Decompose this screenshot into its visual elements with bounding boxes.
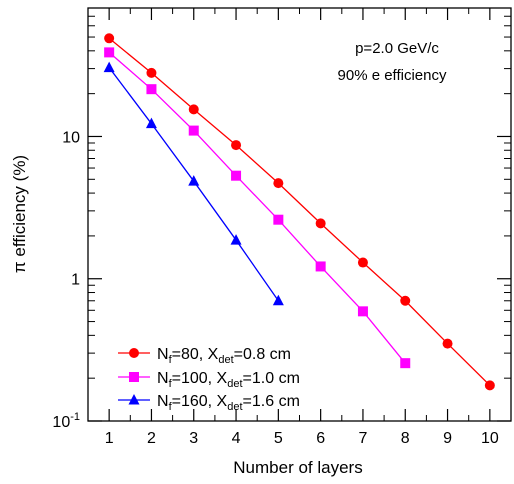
x-tick-label-2: 2 (147, 430, 156, 447)
x-tick-label-10: 10 (481, 430, 499, 447)
x-tick-label-8: 8 (401, 430, 410, 447)
legend-marker-1 (129, 372, 139, 382)
axis-tick-labels: 1 2 3 4 5 6 7 8 9 10 10-1 1 10 (52, 129, 498, 447)
axis-ticks (87, 7, 512, 422)
data-point-0-8 (442, 338, 453, 349)
data-point-1-1 (146, 84, 157, 95)
data-point-0-5 (315, 218, 326, 229)
y-tick-label-2: 10 (62, 129, 80, 146)
y-axis-title: π efficiency (%) (10, 155, 29, 273)
legend-label-1: Nf=100, Xdet=1.0 cm (157, 370, 300, 390)
x-tick-label-6: 6 (316, 430, 325, 447)
annotation-momentum: p=2.0 GeV/c (355, 40, 439, 57)
legend-marker-2 (128, 394, 140, 405)
legend-entry-1: Nf=100, Xdet=1.0 cm (118, 370, 300, 390)
data-point-0-6 (357, 257, 368, 268)
data-point-1-5 (315, 261, 326, 272)
legend-entry-0: Nf=80, Xdet=0.8 cm (118, 346, 291, 366)
series-line-1 (108, 51, 406, 364)
data-point-0-4 (273, 178, 284, 189)
data-point-0-0 (104, 33, 115, 44)
data-point-0-9 (484, 380, 495, 391)
data-point-2-4 (272, 294, 284, 306)
data-point-2-1 (145, 117, 157, 129)
legend-label-0: Nf=80, Xdet=0.8 cm (157, 346, 291, 366)
series-1 (104, 47, 411, 369)
series-layer (103, 33, 495, 391)
y-tick-label-1: 1 (71, 272, 80, 289)
data-point-2-0 (103, 61, 115, 73)
data-point-0-2 (188, 104, 199, 115)
data-point-1-0 (104, 47, 115, 58)
data-point-2-3 (230, 234, 242, 245)
annotation-efficiency: 90% e efficiency (338, 67, 447, 84)
data-point-1-2 (188, 125, 199, 136)
x-tick-label-4: 4 (232, 430, 241, 447)
series-2 (103, 61, 284, 306)
series-0 (104, 33, 495, 391)
x-tick-label-3: 3 (189, 430, 198, 447)
legend-entry-2: Nf=160, Xdet=1.6 cm (118, 393, 300, 413)
x-tick-label-1: 1 (105, 430, 114, 447)
data-point-1-6 (357, 306, 368, 317)
x-tick-label-9: 9 (443, 430, 452, 447)
data-point-1-7 (400, 358, 411, 369)
x-axis-title: Number of layers (233, 458, 362, 477)
x-tick-label-5: 5 (274, 430, 283, 447)
data-point-0-7 (400, 295, 411, 306)
data-point-1-3 (231, 170, 242, 181)
legend-marker-0 (129, 348, 139, 358)
y-tick-label-0: 10-1 (52, 411, 80, 431)
data-point-0-1 (146, 67, 157, 78)
series-line-0 (108, 37, 491, 386)
data-point-1-4 (273, 214, 284, 225)
data-point-2-2 (188, 175, 200, 186)
legend-label-2: Nf=160, Xdet=1.6 cm (157, 393, 300, 413)
legend: Nf=80, Xdet=0.8 cm Nf=100, Xdet=1.0 cm Nf=… (118, 346, 300, 413)
data-point-0-3 (231, 140, 242, 151)
x-tick-label-7: 7 (358, 430, 367, 447)
